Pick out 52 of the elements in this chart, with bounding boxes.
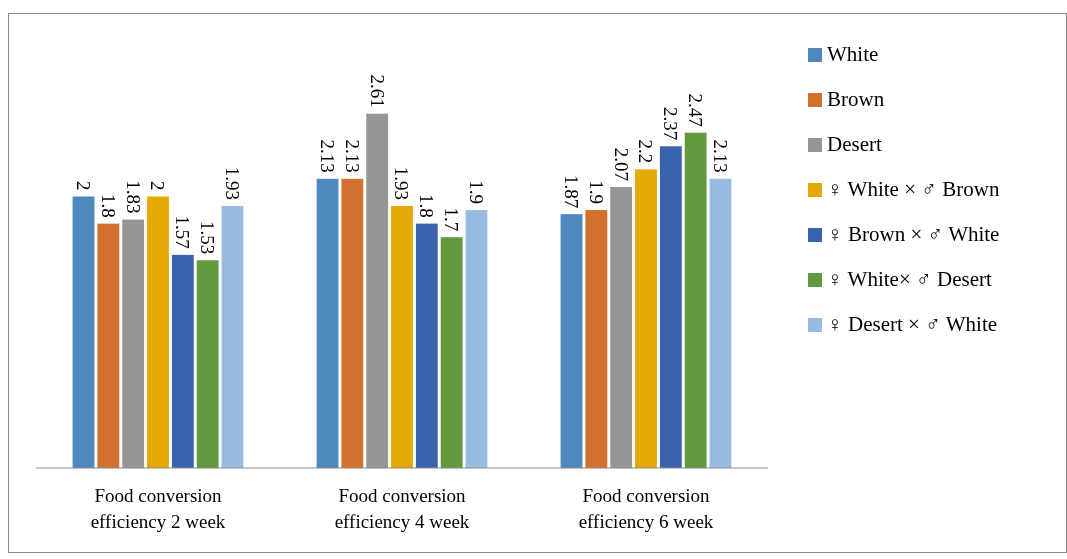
bar	[97, 223, 120, 468]
legend-label: Desert	[827, 132, 882, 156]
data-label: 2.2	[635, 139, 657, 164]
data-label: 1.9	[465, 180, 487, 205]
bar	[171, 254, 194, 468]
bar	[196, 260, 219, 468]
data-label: 1.9	[585, 180, 607, 205]
bar	[72, 196, 95, 468]
bar	[391, 205, 413, 468]
data-label: 1.83	[122, 180, 144, 214]
bar	[560, 214, 583, 468]
data-label: 1.87	[560, 174, 582, 209]
bar	[122, 219, 145, 468]
data-label: 1.57	[172, 215, 194, 249]
bar	[709, 178, 732, 468]
bar	[684, 132, 707, 468]
bar	[147, 196, 169, 468]
data-label: 2.13	[316, 139, 338, 173]
x-tick-label: Food conversion efficiency 4 week	[334, 485, 470, 532]
data-label: 2.07	[610, 147, 632, 181]
legend-label: ♀ Brown × ♂ White	[827, 222, 1000, 246]
bar	[659, 146, 682, 468]
x-tick-label: Food conversion efficiency 6 week	[578, 485, 714, 532]
data-label: 1.53	[197, 221, 218, 255]
data-label: 2	[147, 180, 169, 191]
legend-label: ♀ White× ♂ Desert	[827, 267, 992, 291]
bar	[440, 237, 463, 468]
bar	[465, 210, 488, 468]
x-tick-label: Food conversion efficiency 2 week	[90, 485, 226, 532]
bar	[415, 223, 438, 468]
data-label: 1.93	[391, 166, 413, 200]
data-label: 1.8	[97, 193, 119, 218]
legend-label: ♀ Desert × ♂ White	[827, 312, 998, 336]
bar	[221, 205, 244, 468]
data-label: 2.61	[366, 74, 388, 108]
data-label: 2.13	[709, 139, 731, 173]
bar	[635, 169, 657, 468]
data-label: 1.93	[221, 166, 243, 200]
bar	[610, 186, 633, 468]
bar	[366, 113, 389, 468]
data-label: 1.7	[441, 207, 462, 232]
data-label: 2	[72, 180, 94, 191]
data-label: 2.37	[660, 107, 682, 141]
bar	[585, 210, 608, 468]
legend-label: White	[827, 42, 879, 66]
bar	[316, 178, 339, 468]
data-label: 2.13	[341, 139, 363, 173]
data-label: 2.47	[685, 93, 706, 127]
legend-label: Brown	[827, 87, 885, 111]
data-label: 1.8	[416, 193, 438, 218]
bar	[341, 178, 364, 468]
legend-label: ♀ White × ♂ Brown	[827, 177, 1000, 201]
